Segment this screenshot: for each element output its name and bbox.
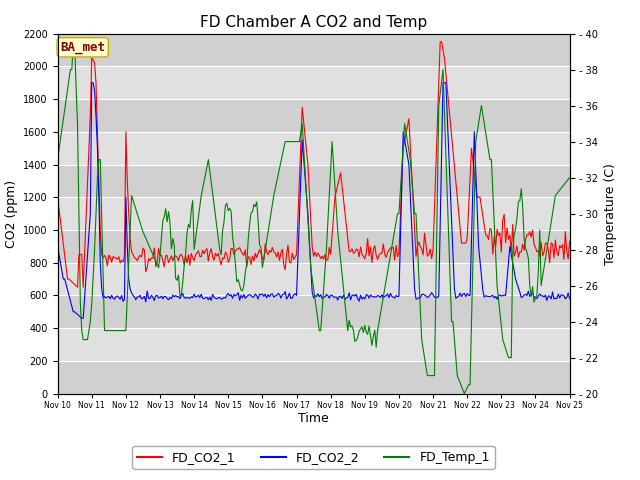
FD_Temp_1	[54, 156, 61, 162]
FD_CO2_1	[566, 239, 573, 244]
Line: FD_CO2_2: FD_CO2_2	[58, 83, 570, 318]
Text: BA_met: BA_met	[60, 41, 105, 54]
Y-axis label: Temperature (C): Temperature (C)	[604, 163, 617, 264]
FD_CO2_2	[88, 80, 95, 85]
FD_CO2_1	[150, 245, 158, 251]
FD_CO2_2	[506, 243, 514, 249]
FD_CO2_2	[376, 295, 384, 300]
X-axis label: Time: Time	[298, 412, 329, 425]
Bar	[58, 197, 570, 230]
FD_CO2_1	[347, 249, 355, 254]
FD_CO2_1	[74, 284, 81, 290]
FD_CO2_2	[348, 293, 356, 299]
FD_CO2_2	[152, 293, 159, 299]
FD_CO2_1	[506, 233, 514, 239]
FD_CO2_1	[436, 39, 444, 45]
Bar	[58, 263, 570, 295]
Bar	[58, 328, 570, 361]
FD_CO2_1	[68, 279, 76, 285]
Title: FD Chamber A CO2 and Temp: FD Chamber A CO2 and Temp	[200, 15, 428, 30]
Bar	[58, 361, 570, 394]
FD_Temp_1	[68, 67, 76, 72]
Bar	[58, 295, 570, 328]
Legend: FD_CO2_1, FD_CO2_2, FD_Temp_1: FD_CO2_1, FD_CO2_2, FD_Temp_1	[132, 446, 495, 469]
Bar	[58, 132, 570, 165]
FD_Temp_1	[347, 324, 355, 330]
FD_CO2_1	[54, 194, 61, 200]
Line: FD_Temp_1: FD_Temp_1	[58, 43, 570, 394]
FD_Temp_1	[461, 391, 468, 396]
FD_CO2_1	[364, 236, 371, 241]
FD_CO2_2	[78, 315, 86, 321]
FD_CO2_2	[365, 295, 373, 301]
FD_CO2_2	[54, 243, 61, 249]
FD_Temp_1	[364, 332, 371, 337]
FD_Temp_1	[375, 319, 383, 325]
FD_CO2_2	[68, 303, 76, 309]
Y-axis label: CO2 (ppm): CO2 (ppm)	[4, 180, 17, 248]
FD_Temp_1	[150, 255, 158, 261]
Bar	[58, 66, 570, 99]
FD_Temp_1	[566, 175, 573, 180]
FD_CO2_2	[566, 296, 573, 301]
FD_Temp_1	[506, 355, 514, 360]
FD_CO2_1	[375, 252, 383, 258]
Bar	[58, 34, 570, 66]
Line: FD_CO2_1: FD_CO2_1	[58, 42, 570, 287]
FD_Temp_1	[69, 40, 77, 46]
Bar	[58, 230, 570, 263]
Bar	[58, 99, 570, 132]
Bar	[58, 165, 570, 197]
